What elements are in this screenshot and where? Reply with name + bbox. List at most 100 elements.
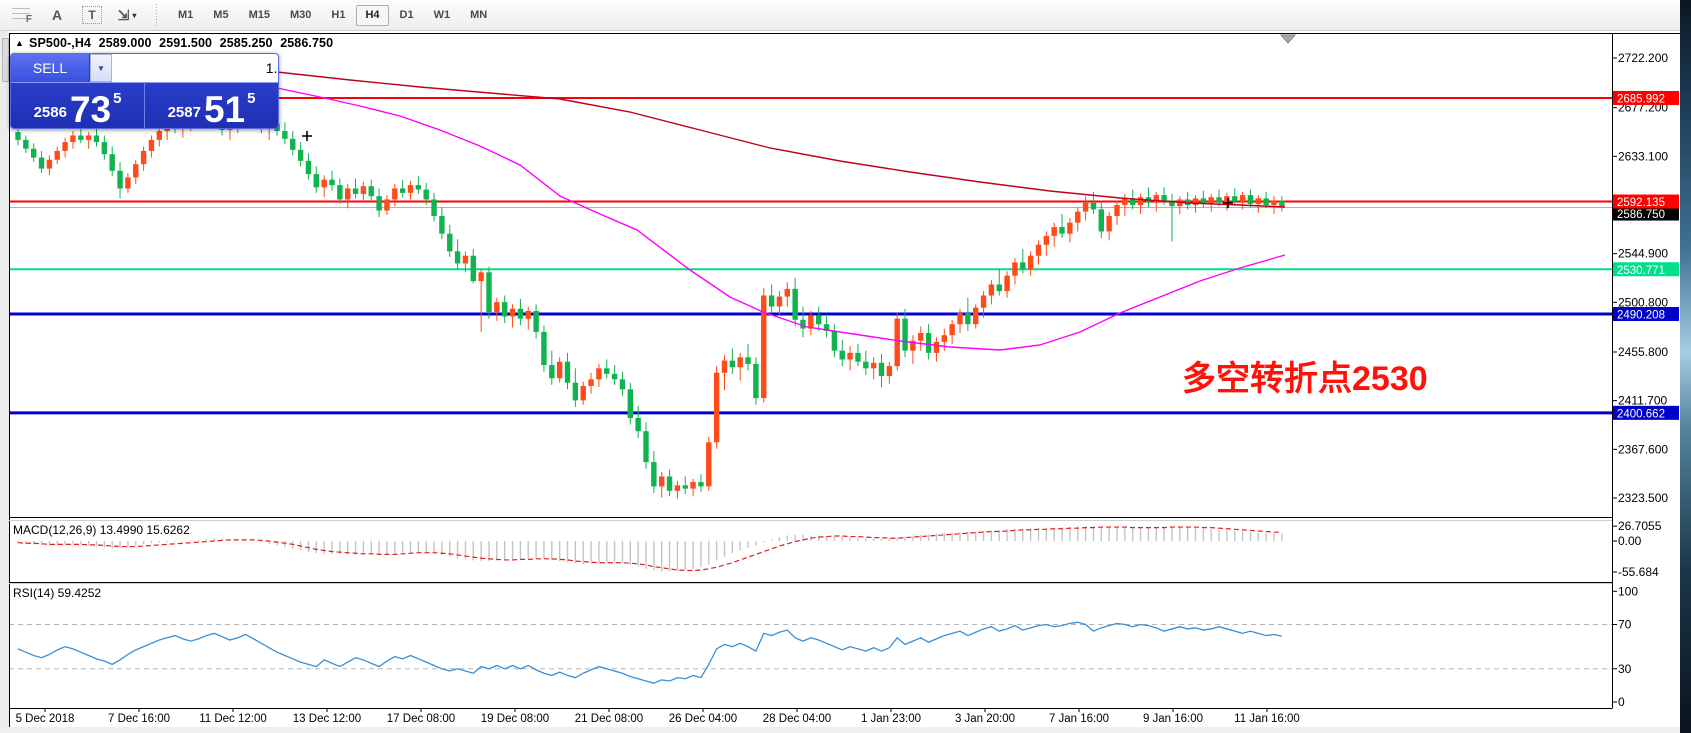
timeframe-button-m30[interactable]: M30 [289, 8, 312, 21]
buy-price-prefix: 2587 [167, 104, 201, 121]
price-badge [1613, 206, 1679, 221]
close-value: 2586.750 [280, 36, 334, 50]
candle-body [23, 139, 29, 149]
candle-body [1232, 196, 1238, 202]
trade-panel-divider [144, 82, 145, 128]
sell-price-sup: 5 [113, 90, 122, 107]
candle-body [509, 308, 516, 317]
candle-body [980, 295, 987, 308]
candle-body [666, 476, 673, 491]
window-left-edge [0, 30, 9, 733]
direction-up-icon: ▲ [15, 38, 25, 48]
text-label-tool-icon[interactable]: T [82, 6, 102, 24]
timeframe-button-h1[interactable]: H1 [331, 8, 346, 21]
candle-body [321, 179, 327, 188]
candle-body [454, 251, 461, 264]
macd-tick-label: 0.00 [1618, 534, 1642, 548]
candle-body [148, 139, 155, 151]
price-tick-label: 2677.200 [1618, 101, 1668, 115]
candle-body [784, 288, 790, 297]
candle-body [988, 284, 995, 296]
candle-body [133, 164, 139, 178]
candle-body [706, 442, 712, 487]
sell-button[interactable]: SELL [11, 54, 90, 82]
candle-body [1051, 227, 1057, 236]
time-axis: 5 Dec 2018 7 Dec 16:00 11 Dec 12:00 13 Dec … [16, 708, 1300, 725]
price-badge-label: 2530.771 [1617, 265, 1665, 277]
candle-body [282, 131, 288, 139]
open-value: 2589.000 [98, 36, 152, 50]
candle-body [313, 174, 319, 188]
candle-body [345, 188, 351, 200]
candle-body [1090, 202, 1097, 210]
one-click-trading-panel: SELL ▼ ▲ BUY 2586 73 5 2587 51 5 [10, 53, 279, 129]
candle-body [1184, 199, 1191, 205]
text-tool-icon[interactable]: A [51, 7, 63, 23]
price-badge-label: 2592.135 [1617, 197, 1665, 209]
chart-shift-triangle-icon[interactable] [1279, 34, 1297, 44]
candle-body [1177, 199, 1183, 207]
candle-body [965, 313, 971, 325]
candle-body [1208, 197, 1214, 204]
candle-body [1239, 195, 1246, 202]
candle-body [85, 135, 92, 140]
macd-panel[interactable]: MACD(12,26,9) 13.4990 15.6262 26.70550.00… [13, 519, 1662, 579]
volume-decrease-button[interactable]: ▼ [90, 54, 112, 82]
time-tick-label: 13 Dec 12:00 [293, 713, 361, 725]
candle-body [62, 142, 68, 151]
window-bottom-edge [0, 727, 1680, 733]
candle-body [38, 157, 45, 169]
fibonacci-tool-icon[interactable]: F [10, 5, 32, 25]
chart-annotation-text[interactable]: 多空转折点2530 [1182, 360, 1428, 398]
time-tick-label: 17 Dec 08:00 [387, 713, 455, 725]
candle-body [1224, 196, 1230, 203]
buy-price-sup: 5 [247, 90, 256, 107]
timeframe-button-m15[interactable]: M15 [248, 8, 270, 21]
candles-layer [15, 104, 1285, 499]
time-tick-label: 9 Jan 16:00 [1143, 713, 1203, 725]
price-tick-label: 2544.900 [1618, 247, 1668, 261]
time-tick-label: 7 Dec 16:00 [108, 713, 170, 725]
candle-body [572, 382, 579, 401]
candle-body [863, 361, 869, 369]
timeframe-button-m1[interactable]: M1 [178, 8, 194, 21]
macd-signal-line [17, 526, 1282, 572]
candle-body [392, 188, 398, 200]
candle-body [486, 272, 492, 313]
chevron-down-icon[interactable]: ▾ [132, 10, 137, 20]
left-scrollbar-handle[interactable] [2, 38, 9, 82]
candle-body [46, 159, 53, 169]
candle-body [352, 188, 359, 194]
price-tick-label: 2455.800 [1618, 345, 1668, 359]
timeframe-button-d1[interactable]: D1 [399, 8, 414, 21]
timeframe-button-mn[interactable]: MN [470, 8, 488, 21]
time-tick-label: 11 Jan 16:00 [1234, 713, 1300, 725]
toolbar-separator [154, 4, 159, 26]
candle-body [1004, 275, 1010, 292]
candle-body [337, 185, 343, 200]
candle-body [399, 188, 406, 193]
timeframe-button-m5[interactable]: M5 [213, 8, 229, 21]
sell-price-display[interactable]: 2586 73 5 [11, 82, 144, 128]
price-tick-label: 2722.200 [1618, 51, 1668, 65]
sell-price-big: 73 [69, 88, 112, 129]
timeframe-button-h4[interactable]: H4 [356, 4, 389, 26]
line-studies-toolbar: F A T ⇲ ▾ [0, 5, 138, 25]
candle-body [918, 333, 924, 341]
volume-input[interactable] [112, 54, 278, 82]
arrows-tool-icon[interactable]: ⇲ ▾ [117, 6, 137, 23]
buy-price-display[interactable]: 2587 51 5 [145, 82, 278, 128]
timeframe-button-w1[interactable]: W1 [433, 8, 451, 21]
candle-body [556, 361, 563, 379]
low-value: 2585.250 [219, 36, 273, 50]
candle-body [1279, 200, 1285, 208]
candle-body [109, 154, 115, 171]
candle-body [125, 177, 131, 189]
candle-body [376, 196, 382, 211]
candle-body [611, 373, 618, 380]
time-tick-label: 1 Jan 23:00 [861, 713, 921, 725]
candle-body [745, 357, 751, 364]
candle-body [15, 132, 21, 140]
candle-body [698, 481, 704, 487]
rsi-panel[interactable]: RSI(14) 59.4252 100 70 30 0 [9, 584, 1638, 709]
